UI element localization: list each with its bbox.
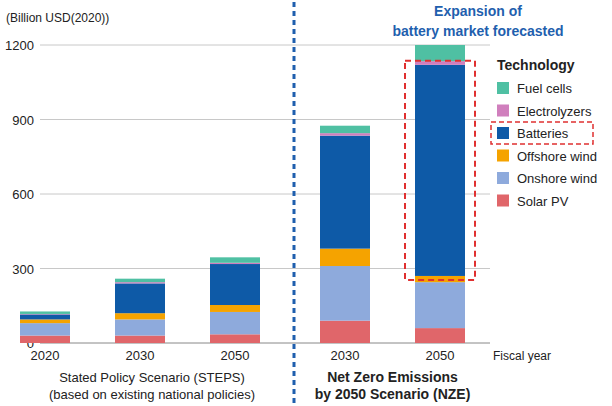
bar-segment bbox=[210, 257, 260, 262]
legend-swatch bbox=[497, 105, 509, 117]
bar-segment bbox=[415, 45, 465, 61]
bar-segment bbox=[210, 263, 260, 264]
bar-segment bbox=[210, 334, 260, 343]
legend-label: Offshore wind bbox=[517, 149, 597, 164]
bar-segment bbox=[115, 319, 165, 335]
legend-swatch bbox=[497, 127, 509, 139]
x-tick-label: 2050 bbox=[221, 348, 250, 363]
legend-label: Batteries bbox=[517, 126, 569, 141]
bar-segment bbox=[115, 336, 165, 343]
bar-segment bbox=[115, 313, 165, 319]
y-tick-label: 900 bbox=[12, 113, 34, 128]
legend-swatch bbox=[497, 150, 509, 162]
x-tick-label: 2030 bbox=[126, 348, 155, 363]
bar-segment bbox=[415, 328, 465, 343]
group-separator bbox=[293, 2, 296, 406]
bar-segment bbox=[20, 323, 70, 335]
x-tick-label: 2020 bbox=[31, 348, 60, 363]
annotation: Expansion of bbox=[434, 3, 522, 19]
bars bbox=[20, 45, 465, 343]
bar-segment bbox=[320, 321, 370, 343]
bar-segment bbox=[20, 314, 70, 319]
bar-segment bbox=[320, 249, 370, 266]
x-tick-label: 2030 bbox=[331, 348, 360, 363]
x-axis-label: Fiscal year bbox=[493, 349, 551, 363]
group-label: by 2050 Scenario (NZE) bbox=[315, 386, 471, 402]
bar-segment bbox=[210, 305, 260, 312]
group-label: Net Zero Emissions bbox=[327, 369, 458, 385]
bar-segment bbox=[210, 312, 260, 334]
bar-segment bbox=[210, 264, 260, 305]
bar-segment bbox=[115, 283, 165, 313]
group-label: Stated Policy Scenario (STEPS) bbox=[59, 370, 245, 385]
bar-segment bbox=[320, 266, 370, 321]
bar-segment bbox=[320, 126, 370, 133]
y-tick-label: 1200 bbox=[5, 38, 34, 53]
bar-segment bbox=[115, 282, 165, 283]
highlight-box bbox=[405, 61, 475, 280]
bar-segment bbox=[20, 319, 70, 323]
legend-swatch bbox=[497, 82, 509, 94]
bar-segment bbox=[415, 282, 465, 328]
legend-label: Onshore wind bbox=[517, 171, 597, 186]
y-tick-label: 600 bbox=[12, 187, 34, 202]
legend-swatch bbox=[497, 172, 509, 184]
bar-segment bbox=[20, 311, 70, 313]
legend-label: Electrolyzers bbox=[517, 104, 592, 119]
annotation: battery market forecasted bbox=[392, 23, 563, 39]
y-tick-label: 300 bbox=[12, 262, 34, 277]
bar-segment bbox=[320, 133, 370, 135]
bar-segment bbox=[115, 279, 165, 282]
bar-segment bbox=[415, 65, 465, 276]
bar-segment bbox=[320, 136, 370, 249]
legend-title: Technology bbox=[497, 57, 575, 73]
bar-segment bbox=[20, 336, 70, 343]
legend-swatch bbox=[497, 195, 509, 207]
y-axis-label: (Billion USD(2020)) bbox=[6, 11, 109, 25]
legend-highlight bbox=[491, 122, 593, 144]
legend-label: Solar PV bbox=[517, 194, 569, 209]
legend-label: Fuel cells bbox=[517, 81, 572, 96]
x-tick-label: 2050 bbox=[426, 348, 455, 363]
group-label: (based on existing national policies) bbox=[49, 387, 255, 402]
